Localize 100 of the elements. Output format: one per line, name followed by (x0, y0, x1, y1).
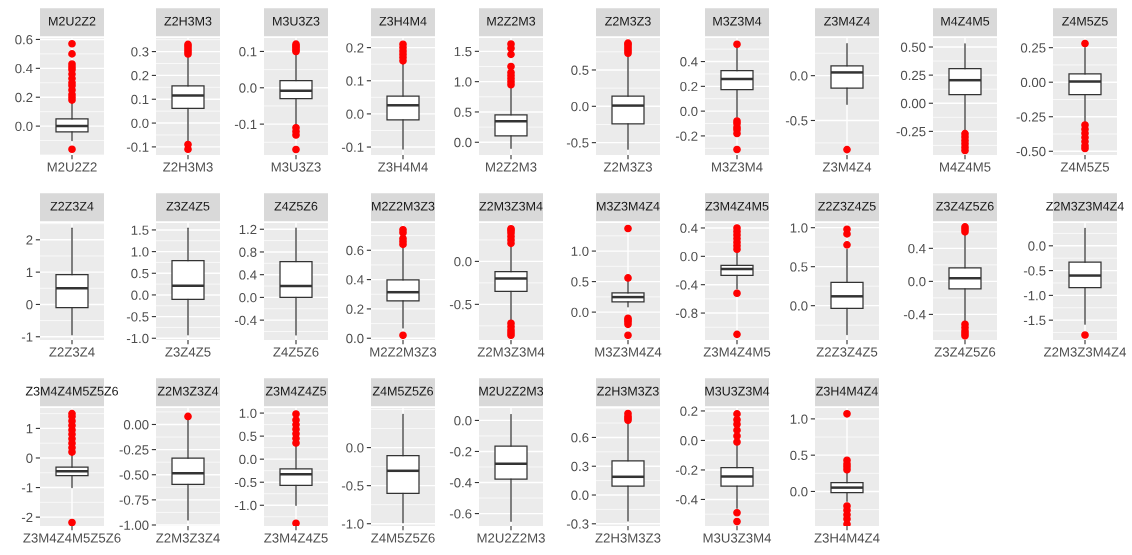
y-tick-label: 0.0 (571, 101, 589, 112)
y-tick-label: 0.2 (680, 81, 698, 92)
y-tick-label: 0.1 (346, 76, 364, 86)
y-tick-label: 0.0 (239, 454, 257, 465)
chart-title: M2Z2M3 (487, 16, 536, 26)
x-tick-label: Z3H4M4 (378, 162, 428, 172)
y-tick-label: 0.25 (1020, 43, 1046, 53)
x-tick-label: M2U2Z2M3 (477, 533, 545, 543)
y-tick-label: 0.5 (571, 65, 589, 75)
chart-title: M3Z3M4 (713, 16, 762, 26)
y-tick-label: 1.0 (790, 414, 808, 424)
y-tick-label: -1 (21, 332, 33, 342)
chart-title: Z4M5Z5 (1062, 16, 1108, 26)
y-tick-label: -0.8 (675, 308, 698, 318)
x-tick-label: M3Z3M4Z4 (595, 347, 662, 357)
y-tick-label: 1.2 (239, 224, 257, 235)
y-tick-label: -0.5 (785, 116, 808, 126)
y-tick-label: 0.0 (131, 290, 149, 300)
chart-title: Z2H3M3Z3 (597, 386, 659, 396)
chart-title: Z2M3Z3M4Z4 (1046, 201, 1124, 211)
x-tick-label: Z2H3M3 (163, 162, 213, 172)
x-tick-label: M3U3Z3 (271, 162, 321, 172)
y-tick-label: 0.0 (790, 487, 808, 497)
y-tick-label: -0.4 (234, 315, 257, 326)
y-tick-label: 0 (26, 453, 33, 463)
y-tick-label: 0.0 (131, 118, 149, 128)
x-tick-label: M3U3Z3M4 (703, 533, 772, 543)
x-tick-label: Z3M4Z4M5Z5Z6 (23, 533, 121, 543)
y-tick-label: 0.0 (346, 443, 364, 453)
y-tick-label: 0.5 (454, 107, 472, 117)
y-tick-label: -1.0 (126, 333, 149, 344)
y-tick-label: 0.0 (680, 251, 698, 262)
y-tick-label: 0.5 (790, 450, 808, 461)
chart-title: Z3Z4Z5Z6 (936, 201, 994, 211)
y-tick-label: -0.5 (1023, 266, 1046, 276)
y-tick-label: 0.0 (680, 436, 698, 446)
y-tick-label: 0.4 (15, 63, 33, 74)
y-tick-label: 0.3 (131, 47, 149, 57)
y-tick-label: 0.3 (571, 461, 589, 472)
y-tick-label: 0.0 (454, 256, 472, 267)
y-tick-label: 0.0 (454, 415, 472, 426)
y-tick-label: -0.50 (1016, 146, 1046, 157)
y-tick-label: -0.4 (675, 495, 698, 505)
y-tick-label: 0.0 (15, 121, 33, 132)
x-tick-label: Z3M4Z4 (822, 162, 872, 172)
y-tick-label: 0.50 (900, 42, 926, 52)
y-tick-label: 0.00 (1020, 77, 1046, 88)
x-tick-label: Z4Z5Z6 (273, 347, 319, 357)
y-tick-label: 1.5 (454, 47, 472, 57)
y-tick-label: 0.0 (908, 276, 926, 287)
y-tick-label: -2 (21, 512, 33, 522)
y-tick-label: 0.4 (239, 270, 257, 280)
y-tick-label: 0.5 (131, 268, 149, 279)
chart-title: M4Z4M5 (941, 16, 990, 26)
y-tick-label: 0.00 (123, 420, 149, 430)
y-tick-label: -0.2 (675, 131, 698, 141)
x-tick-label: Z3M4Z4Z5 (264, 533, 328, 543)
chart-title: M3U3Z3 (273, 16, 320, 26)
y-tick-label: -1.00 (119, 520, 149, 530)
y-tick-label: 0.0 (790, 301, 808, 311)
chart-title: Z2M3Z3 (605, 16, 651, 26)
y-tick-label: 1.0 (131, 247, 149, 257)
x-tick-label: Z2M3Z3M4Z4 (1044, 347, 1127, 357)
y-tick-label: -1.0 (341, 519, 364, 529)
y-tick-label: 0.6 (571, 433, 589, 443)
y-tick-label: 0.00 (900, 98, 926, 109)
x-tick-label: Z2M3Z3 (603, 162, 652, 172)
y-tick-label: 2 (26, 235, 33, 245)
y-tick-label: 0.2 (346, 304, 364, 314)
x-tick-label: Z2M3Z3M4 (477, 347, 545, 357)
chart-title: Z3M4Z4M5Z5Z6 (25, 386, 118, 396)
y-tick-label: 1 (26, 267, 33, 277)
y-tick-label: -1.0 (234, 500, 257, 511)
y-tick-label: -0.5 (449, 299, 472, 310)
y-tick-label: -0.5 (234, 477, 257, 488)
chart-title: M2U2Z2 (49, 16, 96, 26)
y-tick-label: 0.0 (346, 109, 364, 119)
x-tick-label: M2Z2M3 (486, 162, 537, 172)
y-tick-label: 0.2 (680, 406, 698, 416)
y-tick-label: -0.1 (126, 142, 149, 152)
x-tick-label: M4Z4M5 (940, 162, 991, 172)
chart-title: Z2M3Z3M4 (479, 201, 543, 211)
chart-title: Z3M4Z4M5 (705, 201, 769, 211)
x-tick-label: Z3Z4Z5Z6 (934, 347, 996, 357)
y-tick-label: 0.0 (454, 137, 472, 148)
y-tick-label: 0.1 (239, 47, 257, 57)
x-tick-label: M2Z2M3Z3 (370, 347, 437, 357)
y-tick-label: 0.1 (131, 94, 149, 105)
chart-title: M2U2Z2M3 (479, 386, 544, 396)
y-tick-label: -1.5 (1023, 315, 1046, 326)
y-tick-label: 0.2 (131, 70, 149, 81)
y-tick-label: 0.5 (790, 262, 808, 272)
y-tick-label: 0.0 (239, 83, 257, 93)
y-tick-label: -0.6 (449, 509, 472, 519)
y-tick-label: -0.1 (341, 142, 364, 152)
y-tick-label: -0.4 (675, 280, 698, 290)
y-tick-label: 0.0 (1028, 241, 1046, 251)
x-tick-label: Z3H4M4Z4 (814, 533, 880, 543)
y-tick-label: 1 (26, 424, 33, 434)
y-tick-label: -0.50 (119, 470, 149, 480)
